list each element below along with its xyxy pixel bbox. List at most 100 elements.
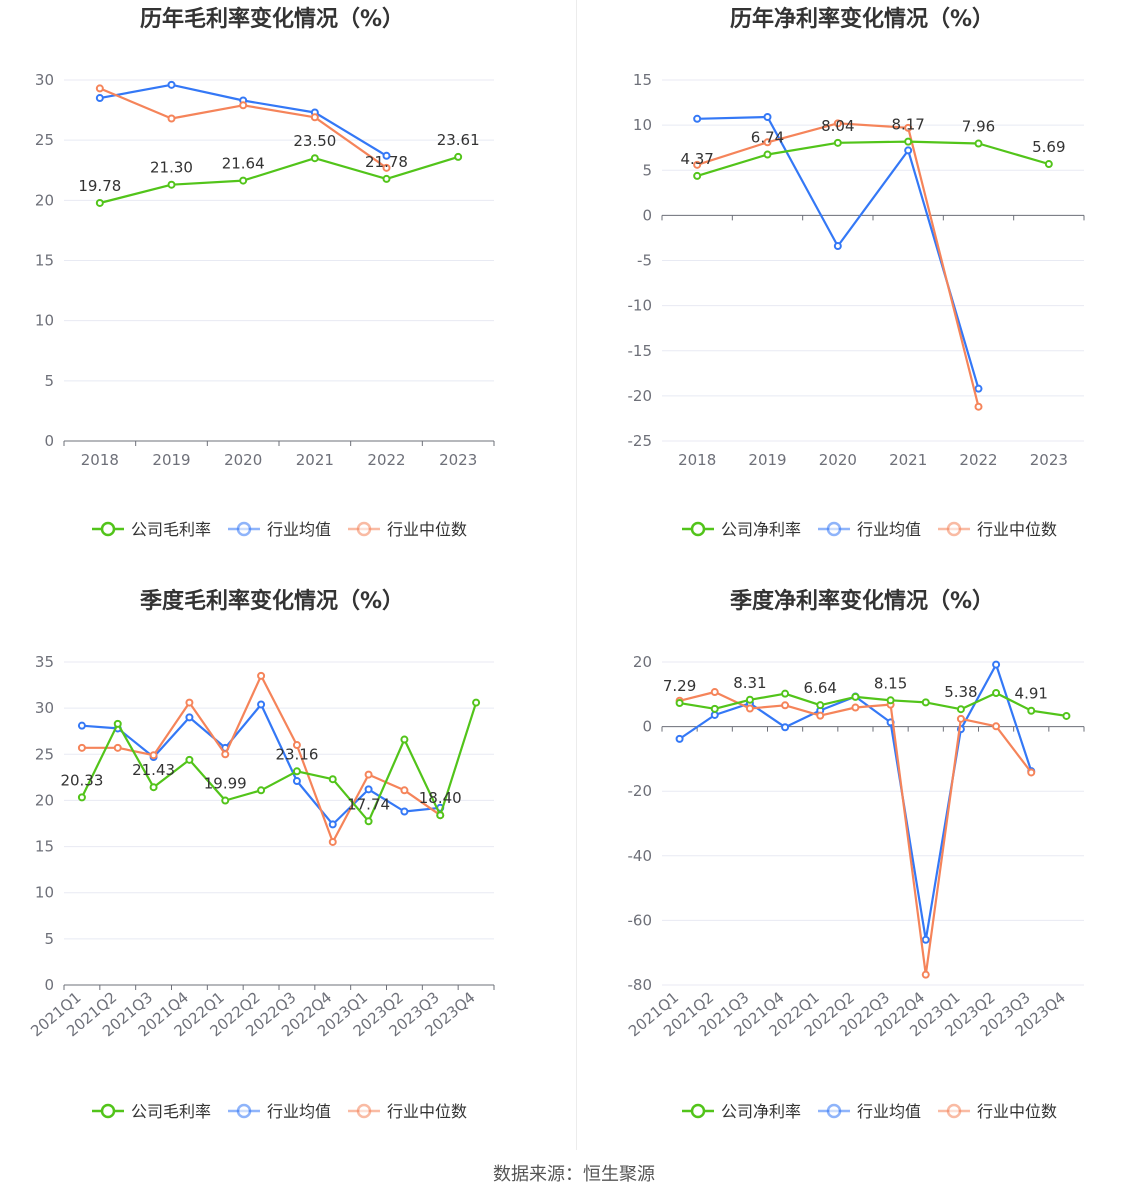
y-tick-label: -40 (628, 847, 653, 865)
quarterly-gross-margin-svg: 季度毛利率变化情况（%）051015202530352021Q12021Q220… (27, 588, 495, 1121)
chart-title: 历年毛利率变化情况（%） (140, 6, 404, 32)
legend-marker (236, 521, 252, 537)
legend-label: 公司净利率 (721, 1102, 801, 1121)
data-point-median (310, 113, 319, 122)
y-tick-label: 15 (633, 71, 652, 89)
x-tick-label: 2023 (1030, 451, 1068, 469)
data-point-median (974, 402, 983, 411)
y-tick-label: 5 (642, 161, 652, 179)
data-point-company (956, 705, 965, 714)
y-tick-label: 10 (35, 884, 54, 902)
data-label: 17.74 (347, 795, 390, 813)
data-point-company (851, 692, 860, 701)
data-label: 18.40 (419, 789, 462, 807)
legend-marker (946, 521, 962, 537)
x-tick-label: 2019 (748, 451, 786, 469)
data-point-company (921, 698, 930, 707)
data-point-median (292, 741, 301, 750)
data-label: 21.43 (132, 761, 175, 779)
data-point-median (992, 722, 1001, 731)
legend-item-median: 行业中位数 (348, 1102, 467, 1121)
legend-item-company: 公司净利率 (682, 1102, 801, 1121)
x-tick-label: 2022 (367, 451, 405, 469)
legend-label: 公司净利率 (721, 520, 801, 539)
x-tick-label: 2021 (889, 451, 927, 469)
data-point-company (472, 698, 481, 707)
data-point-company (77, 793, 86, 802)
x-tick-label: 2021 (296, 451, 334, 469)
legend-label: 行业中位数 (977, 520, 1057, 539)
data-point-avg (763, 113, 772, 122)
data-label: 8.31 (733, 674, 766, 692)
series-line-median (679, 690, 1033, 976)
legend-marker (100, 1103, 116, 1119)
data-point-median (816, 711, 825, 720)
legend-marker (690, 1103, 706, 1119)
data-point-company (292, 767, 301, 776)
data-label: 20.33 (60, 771, 103, 789)
data-label: 7.96 (962, 118, 995, 136)
series-line-company (80, 702, 478, 823)
y-tick-label: 0 (44, 976, 54, 994)
y-tick-label: -10 (628, 297, 653, 315)
series-line-company (696, 140, 1050, 177)
legend-marker (826, 1103, 842, 1119)
data-point-median (921, 970, 930, 979)
data-point-median (956, 714, 965, 723)
data-point-company (113, 719, 122, 728)
y-tick-label: 0 (642, 206, 652, 224)
x-tick-label: 2018 (81, 451, 119, 469)
data-point-median (904, 123, 913, 132)
data-point-avg (382, 151, 391, 160)
chart-title: 季度净利率变化情况（%） (730, 588, 994, 614)
quarterly-gross-margin-chart: 季度毛利率变化情况（%） 0 5 10 15 20 25 30 35 2021Q1 2021Q2 20… (0, 582, 574, 1164)
data-point-company (763, 150, 772, 159)
legend-label: 行业均值 (857, 1102, 921, 1121)
data-label: 4.37 (680, 150, 713, 168)
data-label: 4.91 (1015, 685, 1048, 703)
data-label: 21.64 (222, 155, 265, 173)
annual-gross-margin-chart: 历年毛利率变化情况（%） 0 5 10 15 20 25 30 2018 2019 2020 2021… (0, 0, 574, 582)
data-label: 21.78 (365, 153, 408, 171)
y-tick-label: -20 (628, 387, 653, 405)
data-label: 21.30 (150, 159, 193, 177)
x-tick-label: 2019 (152, 451, 190, 469)
data-point-company (974, 139, 983, 148)
series-line-avg (99, 83, 388, 157)
x-tick-label: 2020 (224, 451, 262, 469)
data-point-median (833, 119, 842, 128)
data-point-company (95, 198, 104, 207)
legend-label: 行业中位数 (387, 1102, 467, 1121)
legend-item-median: 行业中位数 (938, 520, 1057, 539)
legend-item-company: 公司毛利率 (92, 1102, 211, 1121)
y-tick-label: 30 (35, 71, 54, 89)
data-label: 5.69 (1032, 138, 1065, 156)
data-point-median (763, 138, 772, 147)
y-tick-label: 15 (35, 252, 54, 270)
y-tick-label: -25 (628, 432, 653, 450)
y-tick-label: 20 (35, 791, 54, 809)
data-point-avg (974, 384, 983, 393)
data-point-avg (833, 242, 842, 251)
data-point-median (95, 84, 104, 93)
data-point-median (257, 671, 266, 680)
data-point-avg (167, 80, 176, 89)
y-tick-label: 25 (35, 131, 54, 149)
panel-divider (576, 0, 577, 1150)
annual-gross-margin-svg: 历年毛利率变化情况（%） 0 5 10 15 20 25 30 2018 2019 2020 2021… (35, 6, 495, 539)
chart-title: 季度毛利率变化情况（%） (140, 588, 404, 614)
data-point-median (167, 114, 176, 123)
data-point-company (1062, 711, 1071, 720)
data-point-company (1044, 160, 1053, 169)
series-line-median (696, 122, 980, 407)
annual-net-margin-chart: 历年净利率变化情况（%） -25 -20 -15 -10 -5 0 5 10 15 2018 2019… (590, 0, 1148, 582)
data-point-median (185, 698, 194, 707)
x-tick-label: 2018 (678, 451, 716, 469)
legend-label: 行业均值 (267, 520, 331, 539)
data-point-avg (675, 734, 684, 743)
legend-marker (236, 1103, 252, 1119)
data-label: 7.29 (663, 677, 696, 695)
data-point-avg (95, 94, 104, 103)
legend-label: 行业均值 (857, 520, 921, 539)
x-tick-label: 2023 (439, 451, 477, 469)
